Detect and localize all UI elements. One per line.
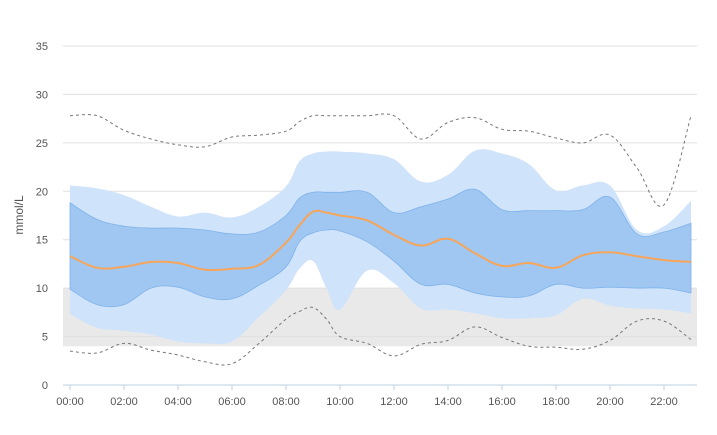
y-tick-label-35: 35	[36, 41, 48, 53]
median-line	[69, 209, 692, 272]
x-tick-label-1200: 12:00	[380, 396, 408, 408]
x-tick-label-1400: 14:00	[434, 396, 462, 408]
y-axis-title: mmol/L	[12, 195, 26, 235]
x-tick-label-0400: 04:00	[164, 396, 192, 408]
lines-layer	[69, 113, 692, 366]
y-tick-label-25: 25	[36, 138, 48, 150]
min-line	[69, 306, 692, 366]
percentile-25-75-band	[69, 188, 692, 308]
y-tick-label-15: 15	[36, 235, 48, 247]
axis-layer	[63, 384, 697, 390]
y-tick-label-0: 0	[42, 380, 48, 392]
x-tick-label-0800: 08:00	[272, 396, 300, 408]
y-tick-label-5: 5	[42, 332, 48, 344]
x-tick-label-1000: 10:00	[326, 396, 354, 408]
y-tick-label-10: 10	[36, 283, 48, 295]
max-line	[69, 113, 692, 207]
labels-layer: 0 5 10 15 20 25 30 35 00:00 02:00 04:00 06:00 08:00 1…	[36, 41, 678, 408]
y-tick-label-30: 30	[36, 89, 48, 101]
x-tick-label-0000: 00:00	[56, 396, 84, 408]
x-tick-label-1800: 18:00	[542, 396, 570, 408]
y-tick-label-20: 20	[36, 186, 48, 198]
bands-layer	[69, 149, 692, 345]
x-tick-label-0200: 02:00	[110, 396, 138, 408]
x-tick-label-2200: 22:00	[650, 396, 678, 408]
x-tick-label-2000: 20:00	[596, 396, 624, 408]
x-tick-label-1600: 16:00	[488, 396, 516, 408]
x-tick-label-0600: 06:00	[218, 396, 246, 408]
